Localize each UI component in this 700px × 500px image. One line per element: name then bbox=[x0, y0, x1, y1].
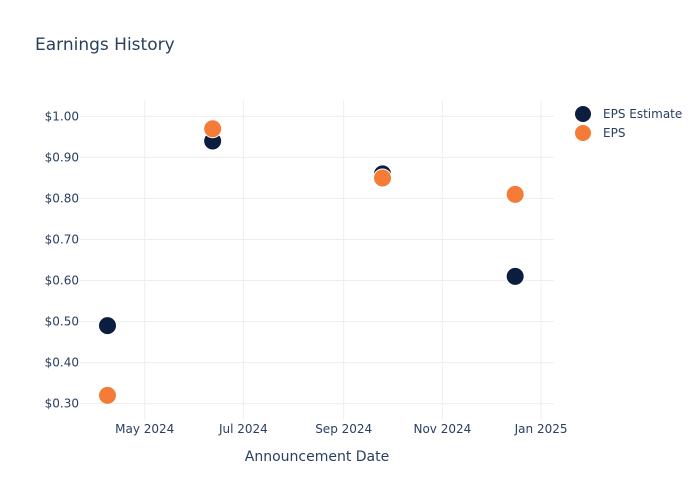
y-tick-label: $0.30 bbox=[45, 397, 79, 411]
legend-label: EPS Estimate bbox=[603, 107, 682, 121]
x-tick-label: Nov 2024 bbox=[413, 422, 471, 436]
data-point[interactable] bbox=[505, 184, 525, 204]
legend-label: EPS bbox=[603, 126, 625, 140]
data-point[interactable] bbox=[203, 119, 223, 139]
x-axis-title: Announcement Date bbox=[245, 449, 389, 465]
legend-marker bbox=[575, 106, 591, 122]
y-tick-label: $0.90 bbox=[45, 150, 79, 164]
x-tick-label: Sep 2024 bbox=[315, 422, 372, 436]
y-tick-label: $0.40 bbox=[45, 356, 79, 370]
legend-marker bbox=[575, 125, 591, 141]
data-point[interactable] bbox=[505, 266, 525, 286]
chart-title: Earnings History bbox=[35, 35, 175, 55]
data-point[interactable] bbox=[98, 316, 118, 336]
data-point[interactable] bbox=[98, 385, 118, 405]
y-tick-label: $0.50 bbox=[45, 315, 79, 329]
data-point[interactable] bbox=[373, 168, 393, 188]
y-tick-label: $0.70 bbox=[45, 232, 79, 246]
x-tick-label: May 2024 bbox=[115, 422, 174, 436]
x-axis-ticks: May 2024 Jul 2024 Sep 2024 Nov 2024 Jan 2025 bbox=[115, 422, 567, 436]
y-tick-label: $0.80 bbox=[45, 191, 79, 205]
legend[interactable]: EPS Estimate EPS bbox=[575, 106, 682, 141]
series-eps bbox=[98, 119, 525, 405]
legend-item[interactable]: EPS bbox=[575, 125, 625, 141]
grid-lines bbox=[80, 100, 554, 420]
x-tick-label: Jan 2025 bbox=[514, 422, 568, 436]
y-tick-label: $1.00 bbox=[45, 109, 79, 123]
y-axis-ticks: $0.30 $0.40 $0.50 $0.60 $0.70 $0.80 $0.90 $1.00 bbox=[45, 109, 79, 410]
legend-item[interactable]: EPS Estimate bbox=[575, 106, 682, 122]
series-eps-estimate bbox=[98, 131, 525, 336]
y-tick-label: $0.60 bbox=[45, 274, 79, 288]
data-points bbox=[98, 119, 525, 405]
x-tick-label: Jul 2024 bbox=[218, 422, 268, 436]
